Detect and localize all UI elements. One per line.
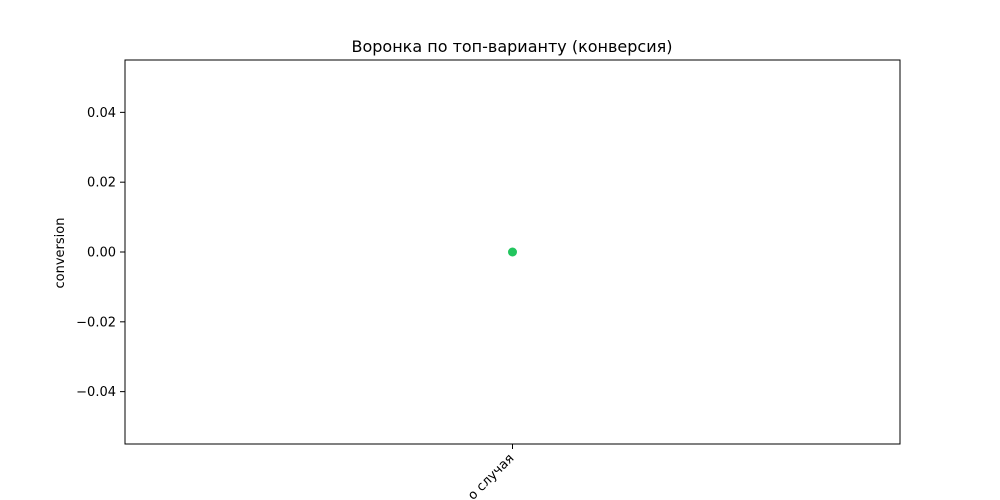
- y-tick-label: −0.04: [76, 385, 116, 400]
- y-tick-label: −0.02: [76, 315, 116, 330]
- y-tick-label: 0.04: [87, 106, 116, 121]
- data-point: [508, 247, 517, 257]
- y-axis-label: conversion: [53, 218, 68, 289]
- y-tick-label: 0.02: [87, 176, 116, 191]
- chart-title: Воронка по топ-варианту (конверсия): [352, 37, 673, 56]
- data-series: [508, 247, 517, 257]
- y-tick-label: 0.00: [87, 246, 116, 261]
- x-tick-label: о случая: [465, 451, 517, 500]
- x-axis: о случая: [465, 444, 517, 500]
- y-axis: −0.04 −0.02 0.00 0.02 0.04: [76, 106, 125, 400]
